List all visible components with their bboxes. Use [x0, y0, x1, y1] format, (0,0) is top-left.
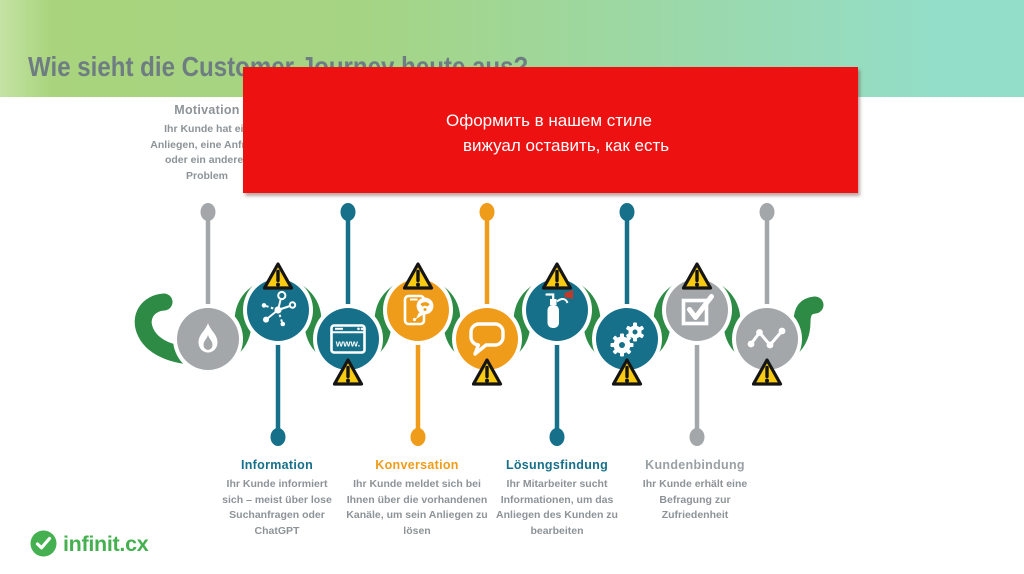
stage-description: Ihr Mitarbeiter sucht Informationen, um … — [496, 478, 618, 537]
line-chart-icon — [747, 327, 786, 349]
fire-extinguisher-icon — [545, 290, 573, 328]
journey-node-analytics — [732, 304, 802, 374]
journey-node-information — [243, 275, 313, 345]
journey-node-processing — [592, 304, 662, 374]
phone-chat-icon — [403, 294, 434, 326]
stage-title: Motivation — [174, 103, 240, 117]
connector-stems — [200, 203, 775, 446]
stage-description: Ihr Kunde erhält eine Befragung zur Zufr… — [642, 478, 748, 521]
gears-icon — [610, 322, 644, 357]
warning-icon — [681, 262, 713, 290]
stage-description: Ihr Kunde meldet sich bei Ihnen über die… — [346, 478, 488, 537]
stage-description: Ihr Kunde hat ein Anliegen, eine Anfrage… — [150, 123, 264, 182]
stage-label-motivation: Motivation Ihr Kunde hat ein Anliegen, e… — [146, 103, 268, 184]
overlay-note-line: Оформить в нашем стиле — [446, 111, 652, 130]
checklist-icon — [681, 294, 714, 326]
stage-title: Lösungsfindung — [505, 458, 609, 472]
logo-text: infinit.cx — [63, 531, 149, 556]
overlay-note-line: вижуал оставить, как есть — [463, 136, 670, 155]
flame-icon — [198, 323, 218, 353]
stage-description: Ihr Kunde informiert sich – meist über l… — [222, 478, 332, 537]
logo-icon — [30, 530, 57, 557]
stage-title: Information — [240, 458, 314, 472]
journey-node-konversation — [383, 275, 453, 345]
journey-node-motivation — [173, 304, 243, 374]
stage-label-information: Information Ihr Kunde informiert sich – … — [215, 458, 339, 539]
journey-node-web-research: www. — [313, 304, 383, 374]
stage-label-loesungsfindung: Lösungsfindung Ihr Mitarbeiter sucht Inf… — [490, 458, 624, 539]
overlay-note: Оформить в нашем стиле вижуал оставить, … — [243, 67, 858, 193]
journey-node-dialog — [452, 304, 522, 374]
stage-title: Konversation — [375, 458, 459, 472]
warning-icon — [402, 262, 434, 290]
journey-node-loesungsfindung — [522, 275, 592, 345]
stage-label-kundenbindung: Kundenbindung Ihr Kunde erhält eine Befr… — [631, 458, 759, 524]
warning-icon — [262, 262, 294, 290]
stage-title: Kundenbindung — [645, 458, 745, 472]
network-icon — [261, 290, 297, 327]
warning-icon — [541, 262, 573, 290]
speech-bubble-icon — [469, 322, 505, 356]
company-logo: infinit.cx — [30, 530, 149, 557]
www-label: www. — [335, 339, 360, 350]
journey-node-kundenbindung — [662, 275, 732, 345]
stage-label-konversation: Konversation Ihr Kunde meldet sich bei I… — [342, 458, 492, 539]
browser-www-icon: www. — [330, 324, 366, 354]
